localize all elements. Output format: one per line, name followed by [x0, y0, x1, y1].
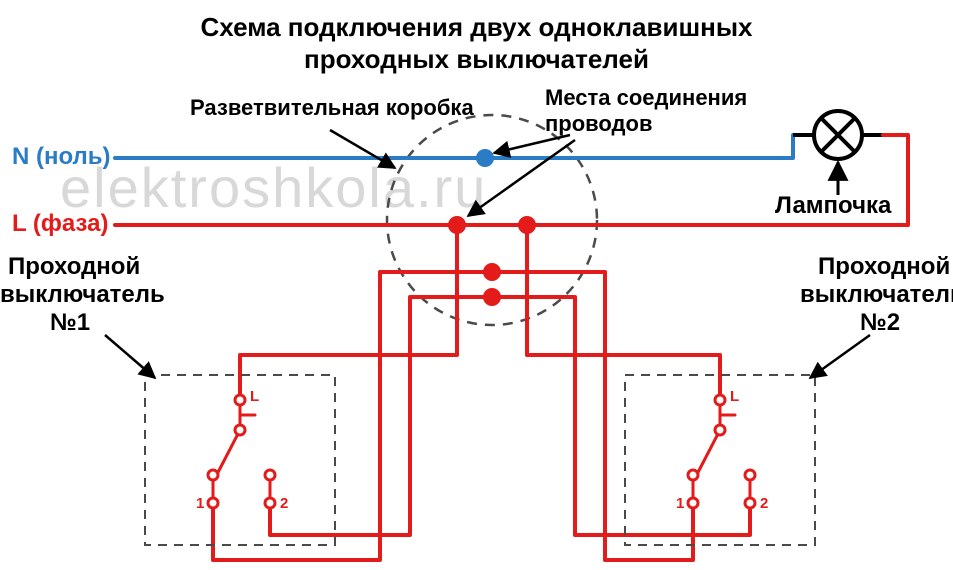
sw2-terminal-2: 2 [760, 495, 768, 512]
switch2-label-2: выключатель [800, 281, 953, 309]
lamp-label: Лампочка [775, 192, 891, 220]
live-label: L (фаза) [12, 210, 108, 238]
title-line-2: проходных выключателей [0, 44, 953, 75]
switch2-label-1: Проходной [818, 253, 950, 281]
switch1-label-2: выключатель [0, 281, 165, 309]
sw1-terminal-2: 2 [280, 495, 288, 512]
title-line-1: Схема подключения двух одноклавишных [0, 12, 953, 43]
wire-joints-label: Места соединения проводов [545, 85, 747, 137]
neutral-label: N (ноль) [12, 143, 111, 171]
switch1-label-1: Проходной [8, 253, 140, 281]
sw2-terminal-L: L [730, 388, 739, 405]
sw1-terminal-L: L [250, 388, 259, 405]
junction-box-label: Разветвительная коробка [190, 95, 474, 121]
sw1-terminal-1: 1 [196, 495, 204, 512]
switch1-label-3: №1 [50, 309, 90, 337]
sw2-terminal-1: 1 [676, 495, 684, 512]
switch2-label-3: №2 [860, 309, 900, 337]
